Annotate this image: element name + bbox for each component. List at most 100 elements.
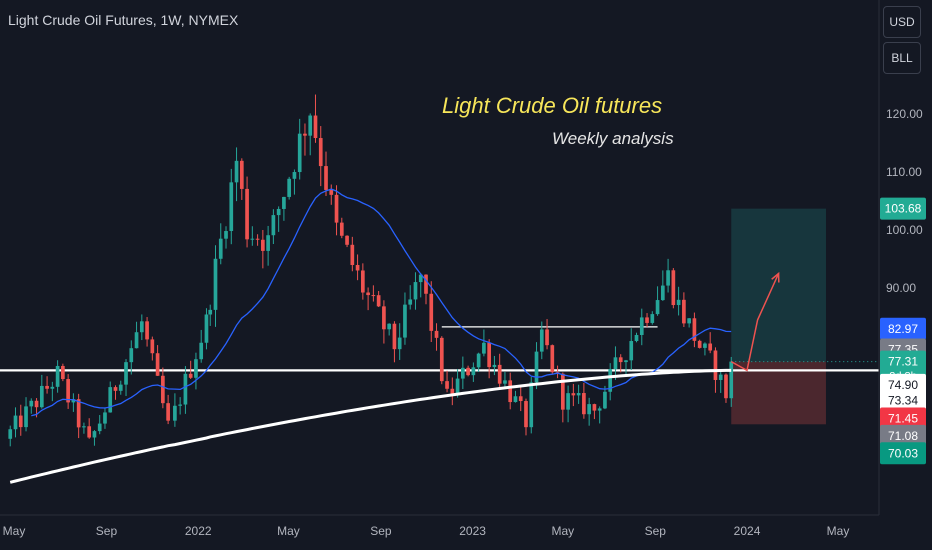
x-tick-label: May [3, 524, 26, 538]
position-zones [731, 208, 826, 425]
time-axis[interactable]: May Sep 2022 May Sep 2023 May Sep 2024 May [3, 524, 850, 538]
candle-body [703, 343, 707, 348]
candle-body [392, 323, 397, 350]
candle-body [403, 304, 407, 338]
candle-body [282, 196, 286, 209]
candle-body [50, 386, 55, 389]
price-label-value: 77.31 [888, 355, 918, 369]
candle-body [166, 403, 170, 421]
candle-body [629, 341, 634, 361]
candle-body [529, 382, 534, 428]
candle-body [545, 329, 549, 346]
x-tick-label: Sep [370, 524, 392, 538]
candle-body [234, 160, 239, 183]
candle-body [345, 235, 349, 245]
candle-body [245, 188, 249, 240]
candle-body [692, 318, 697, 341]
candle-body [118, 384, 123, 391]
candle-body [455, 378, 460, 395]
candle-body [139, 321, 144, 333]
candle-body [476, 353, 481, 368]
candle-body [113, 387, 118, 391]
candle-body [250, 238, 255, 240]
candle-body [97, 423, 102, 432]
candle-body [618, 357, 623, 363]
projection-path [730, 273, 780, 372]
price-label-box [880, 407, 926, 430]
candle-body [266, 235, 270, 251]
candle-body [650, 314, 655, 323]
candle-body [29, 400, 34, 407]
candle-body [560, 373, 565, 410]
candle-body [229, 182, 234, 232]
annotation-subtitle: Weekly analysis [552, 129, 674, 148]
candle-body [324, 166, 328, 190]
currency-button[interactable]: USD [883, 6, 921, 38]
candle-body [308, 115, 313, 136]
candle-body [276, 208, 281, 216]
candle-body [382, 306, 386, 330]
candle-body [45, 385, 49, 389]
candle-body [408, 299, 413, 305]
price-label-value: 74.90 [888, 378, 918, 392]
candle-body [524, 401, 528, 428]
candle-body [729, 361, 734, 399]
y-tick-label: 110.00 [886, 165, 922, 179]
candle-body [666, 270, 670, 286]
candle-body [188, 373, 193, 378]
target-zone [731, 208, 826, 362]
candle-body [204, 314, 209, 343]
candle-body [708, 343, 713, 351]
candle-body [271, 215, 276, 236]
candle-body [318, 138, 323, 167]
candle-body [492, 364, 497, 368]
x-tick-label: 2023 [459, 524, 486, 538]
candle-body [34, 400, 39, 408]
candle-body [361, 270, 365, 293]
candle-body [445, 381, 449, 389]
chart-title: Light Crude Oil Futures, 1W, NYMEX [8, 12, 239, 28]
candle-body [71, 399, 76, 403]
candle-body [439, 337, 444, 382]
candle-body [218, 238, 223, 259]
price-label-value: 71.08 [888, 429, 918, 443]
candle-body [76, 399, 81, 428]
candle-body [597, 408, 602, 411]
candle-body [183, 373, 188, 405]
candle-body [660, 285, 665, 301]
candle-body [92, 431, 97, 438]
candle-body [418, 274, 423, 283]
moving-averages [9, 188, 732, 484]
y-tick-label: 100.00 [886, 223, 923, 237]
candle-body [8, 429, 13, 439]
x-tick-label: Sep [96, 524, 118, 538]
candle-body [429, 293, 434, 331]
annotation-title: Light Crude Oil futures [442, 93, 663, 118]
candle-body [292, 172, 297, 179]
price-label-box [880, 442, 926, 465]
candle-body [103, 412, 107, 424]
candle-body [24, 406, 28, 428]
unit-button[interactable]: BLL [883, 42, 921, 74]
candle-body [194, 359, 198, 378]
candle-body [550, 345, 555, 373]
candle-body [18, 415, 23, 428]
candle-body [208, 309, 213, 315]
x-tick-label: 2024 [734, 524, 761, 538]
candle-body [503, 380, 507, 384]
candle-body [613, 357, 618, 370]
x-tick-label: May [551, 524, 574, 538]
x-tick-label: 2022 [185, 524, 212, 538]
candle-body [134, 332, 139, 349]
candle-body [634, 334, 639, 342]
projection-arrow [730, 271, 780, 372]
price-label-box [880, 424, 926, 447]
candle-body [587, 404, 591, 415]
candle-body [466, 367, 470, 376]
price-label-value: 73.34 [888, 394, 918, 408]
candle-body [355, 264, 360, 271]
ma-short-line [31, 188, 732, 417]
candle-body [655, 300, 660, 315]
